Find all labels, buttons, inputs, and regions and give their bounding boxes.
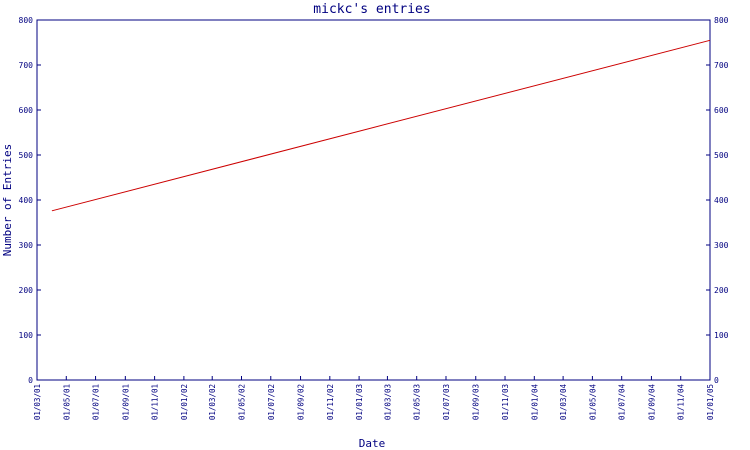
x-tick-label: 01/09/01: [121, 384, 130, 420]
x-tick-label: 01/07/03: [442, 384, 451, 420]
y-tick-label-right: 800: [714, 16, 729, 25]
y-tick-label-right: 300: [714, 241, 729, 250]
chart-title: mickc's entries: [313, 2, 430, 17]
x-tick-label: 01/05/01: [62, 384, 71, 420]
y-tick-label-right: 0: [714, 376, 719, 385]
x-tick-label: 01/11/02: [326, 384, 335, 420]
y-tick-label-left: 700: [19, 61, 34, 70]
x-tick-label: 01/11/01: [151, 384, 160, 420]
x-tick-label: 01/03/03: [383, 384, 392, 420]
x-axis-label: Date: [359, 437, 386, 450]
x-tick-label: 01/03/02: [208, 384, 217, 420]
x-tick-label: 01/11/03: [501, 384, 510, 420]
y-tick-label-right: 700: [714, 61, 729, 70]
x-tick-label: 01/03/04: [559, 384, 568, 421]
y-axis-label: Number of Entries: [1, 144, 14, 257]
left-y-axis: 0 100 200 300 400 500 600 700 800: [19, 16, 41, 385]
x-tick-label: 01/05/03: [413, 384, 422, 420]
x-tick-label: 01/09/04: [647, 384, 656, 421]
y-tick-label-right: 500: [714, 151, 729, 160]
x-tick-label: 01/07/01: [92, 384, 101, 420]
x-tick-label: 01/07/02: [267, 384, 276, 420]
x-tick-label: 01/01/03: [355, 384, 364, 420]
x-tick-label: 01/01/02: [180, 384, 189, 420]
y-tick-label-left: 600: [19, 106, 34, 115]
x-tick-label: 01/11/04: [677, 384, 686, 421]
x-tick-label: 01/03/01: [33, 384, 42, 420]
y-tick-label-left: 500: [19, 151, 34, 160]
series-line: [51, 39, 711, 212]
x-tick-label: 01/01/05: [706, 384, 715, 420]
x-tick-label: 01/09/03: [472, 384, 481, 420]
x-tick-label: 01/01/04: [530, 384, 539, 421]
y-tick-label-left: 200: [19, 286, 34, 295]
y-tick-label-left: 400: [19, 196, 34, 205]
plot-area-frame: [36, 19, 711, 381]
right-y-axis: 0 100 200 300 400 500 600 700 800: [706, 16, 729, 385]
x-tick-label: 01/09/02: [297, 384, 306, 420]
y-tick-label-right: 600: [714, 106, 729, 115]
x-tick-label: 01/07/04: [618, 384, 627, 421]
x-axis: 01/03/01 01/05/01 01/07/01 01/09/01 01/11/01…: [33, 376, 715, 420]
y-tick-label-right: 400: [714, 196, 729, 205]
y-tick-label-left: 300: [19, 241, 34, 250]
series-layer: [51, 39, 711, 212]
y-tick-label-right: 100: [714, 331, 729, 340]
y-tick-label-left: 0: [28, 376, 33, 385]
y-tick-label-left: 100: [19, 331, 34, 340]
x-tick-label: 01/05/04: [588, 384, 597, 421]
y-tick-label-left: 800: [19, 16, 34, 25]
y-tick-label-right: 200: [714, 286, 729, 295]
x-tick-label: 01/05/02: [237, 384, 246, 420]
